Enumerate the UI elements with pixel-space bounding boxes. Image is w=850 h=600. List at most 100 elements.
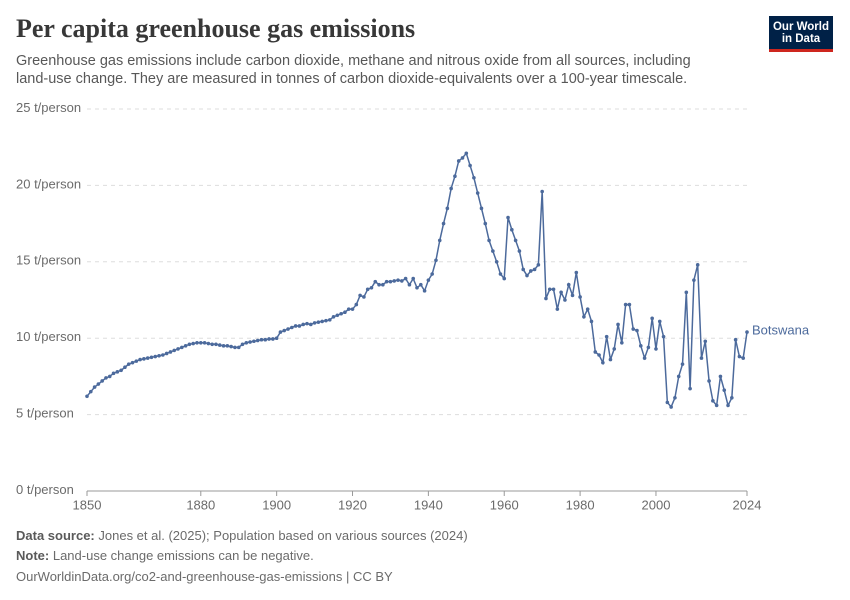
data-point: [532, 267, 537, 272]
data-point: [498, 272, 503, 276]
data-point: [88, 389, 93, 394]
data-point: [164, 351, 169, 356]
data-point: [676, 374, 681, 379]
data-point: [282, 328, 287, 333]
data-point: [145, 356, 150, 360]
x-tick-label: 1960: [490, 497, 519, 512]
data-point: [737, 354, 742, 359]
data-point: [229, 344, 233, 349]
data-point: [582, 315, 586, 319]
data-point: [441, 221, 446, 226]
data-point: [123, 365, 127, 370]
data-point: [286, 327, 290, 331]
data-point: [707, 379, 711, 383]
data-point: [437, 238, 442, 243]
data-point: [418, 282, 423, 287]
data-point: [176, 347, 180, 351]
series-label: Botswana: [752, 323, 810, 338]
data-point: [528, 269, 533, 273]
data-point: [483, 221, 488, 226]
data-point: [308, 322, 313, 327]
data-point: [335, 313, 340, 318]
url[interactable]: OurWorldinData.org/co2-and-greenhouse-ga…: [16, 569, 393, 584]
data-point: [248, 340, 252, 344]
data-point: [472, 175, 476, 180]
data-point: [373, 279, 378, 284]
data-point: [604, 334, 609, 339]
data-point: [487, 238, 491, 243]
data-point: [456, 159, 461, 163]
data-point: [244, 340, 249, 345]
data-point: [714, 403, 719, 408]
data-point: [620, 340, 624, 345]
logo[interactable]: Our World in Data: [769, 16, 833, 52]
data-point: [168, 350, 173, 354]
data-point: [494, 260, 499, 264]
data-point: [445, 206, 450, 211]
note-text: Land-use change emissions can be negativ…: [52, 548, 314, 563]
data-point: [654, 347, 658, 351]
data-point: [403, 276, 408, 281]
data-point: [240, 342, 245, 347]
data-point: [134, 359, 139, 363]
data-point: [255, 338, 260, 343]
data-point: [426, 278, 431, 282]
data-point: [369, 285, 374, 290]
data-point: [650, 316, 654, 321]
data-point: [411, 276, 416, 281]
data-point: [111, 371, 116, 376]
data-point: [680, 362, 685, 366]
data-point: [407, 282, 412, 287]
data-point: [388, 279, 393, 284]
data-point: [453, 174, 457, 179]
data-point: [236, 345, 241, 350]
data-point: [589, 319, 594, 324]
data-point: [365, 287, 370, 292]
y-tick-label: 0 t/person: [16, 482, 74, 497]
data-point: [646, 345, 651, 350]
data-point: [491, 249, 495, 253]
data-point: [657, 319, 662, 324]
data-point: [172, 348, 177, 353]
data-point: [331, 315, 336, 319]
data-point: [324, 318, 328, 323]
series-line: [86, 151, 748, 409]
data-point: [100, 379, 104, 383]
data-point: [616, 322, 620, 327]
data-point: [278, 330, 283, 334]
data-point: [422, 289, 427, 293]
data-point: [449, 186, 453, 191]
data-point: [149, 355, 154, 360]
data-point: [180, 345, 184, 350]
data-point: [377, 282, 381, 287]
data-point: [202, 340, 207, 345]
source-text: Jones et al. (2025); Population based on…: [98, 528, 468, 543]
data-point: [305, 321, 309, 326]
data-point: [92, 385, 97, 389]
data-point: [274, 336, 279, 341]
data-point: [745, 330, 749, 334]
data-point: [593, 350, 598, 354]
data-point: [566, 282, 571, 287]
x-tick-label: 1980: [566, 497, 595, 512]
data-point: [384, 279, 389, 284]
data-point: [225, 344, 230, 348]
data-point: [711, 399, 715, 403]
data-point: [699, 356, 704, 360]
data-point: [673, 395, 677, 400]
data-point: [85, 394, 89, 399]
data-point: [722, 388, 727, 392]
data-point: [733, 337, 738, 342]
data-point: [479, 206, 484, 211]
data-point: [339, 311, 343, 316]
y-tick-label: 25 t/person: [16, 100, 81, 115]
data-point: [312, 321, 317, 325]
data-point: [695, 263, 700, 267]
data-point: [475, 191, 480, 195]
data-point: [468, 163, 472, 168]
source-label: Data source:: [16, 528, 95, 543]
data-point: [161, 353, 165, 357]
data-point: [138, 357, 142, 362]
data-point: [741, 356, 746, 360]
data-point: [517, 249, 522, 253]
